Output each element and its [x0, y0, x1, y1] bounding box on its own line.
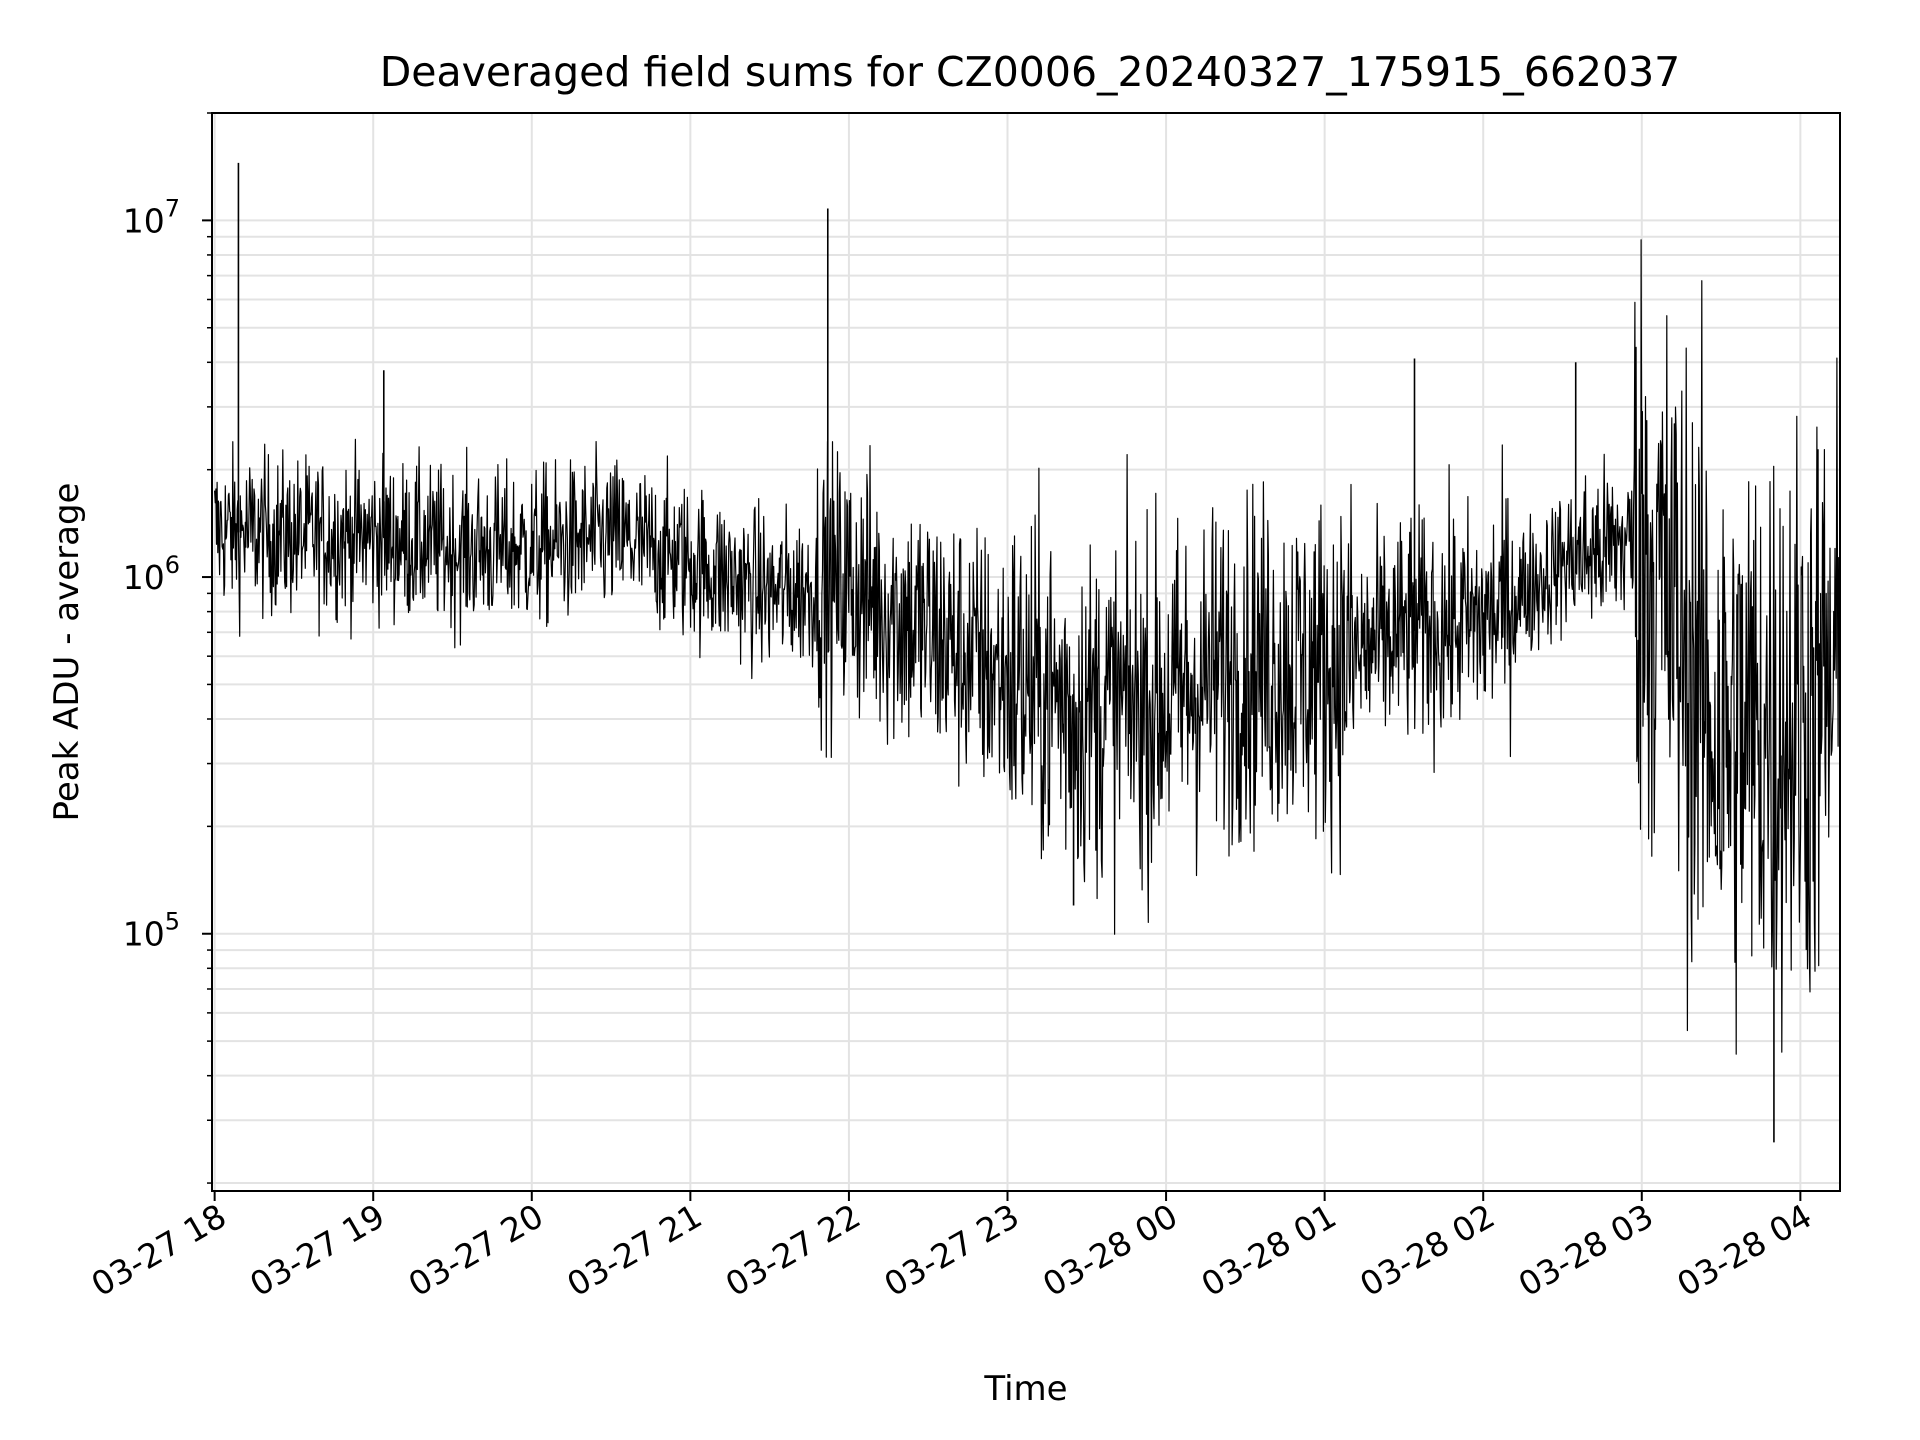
chart-title: Deaveraged field sums for CZ0006_2024032… [380, 48, 1681, 96]
y-tick-label: 105 [123, 908, 180, 954]
y-axis-label: Peak ADU - average [47, 483, 87, 822]
series-layer [214, 162, 1841, 1143]
plot-frame [211, 112, 1841, 1192]
series-line [214, 239, 1841, 1055]
y-tick-label: 106 [123, 551, 180, 597]
x-axis-label: Time [983, 1369, 1067, 1409]
y-axis: 105 106 107 [123, 112, 212, 1184]
grid [212, 112, 1840, 1191]
y-tick-label: 107 [123, 194, 180, 240]
